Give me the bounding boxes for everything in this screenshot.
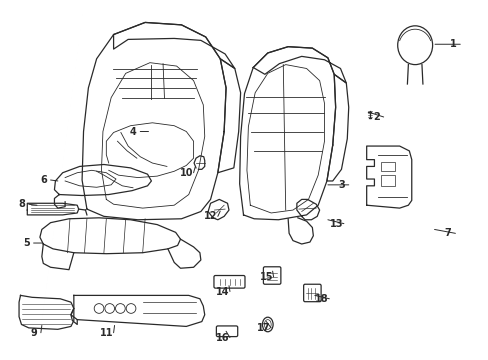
Text: 11: 11 (100, 328, 113, 338)
Bar (381, 175, 394, 186)
Text: 13: 13 (329, 219, 343, 229)
Text: 15: 15 (259, 272, 272, 282)
Ellipse shape (262, 317, 272, 332)
Text: 16: 16 (216, 333, 229, 343)
Text: 4: 4 (129, 126, 136, 136)
Text: 6: 6 (40, 175, 46, 185)
FancyBboxPatch shape (263, 267, 280, 284)
Text: 8: 8 (18, 199, 25, 209)
Text: 2: 2 (372, 112, 379, 122)
Bar (381, 162, 394, 171)
Ellipse shape (397, 26, 432, 64)
Circle shape (94, 303, 103, 313)
Text: 9: 9 (30, 328, 37, 338)
FancyBboxPatch shape (303, 284, 321, 302)
Text: 5: 5 (23, 238, 30, 248)
Circle shape (104, 303, 114, 313)
Text: 7: 7 (444, 228, 450, 238)
Circle shape (115, 303, 125, 313)
Circle shape (126, 303, 136, 313)
Text: 10: 10 (179, 168, 193, 178)
Text: 1: 1 (448, 39, 455, 49)
Text: 12: 12 (203, 211, 217, 221)
FancyBboxPatch shape (214, 275, 244, 288)
Text: 3: 3 (337, 180, 344, 190)
Text: 18: 18 (315, 294, 328, 304)
FancyBboxPatch shape (216, 326, 237, 337)
Ellipse shape (264, 320, 271, 329)
Text: 14: 14 (216, 287, 229, 297)
Text: 17: 17 (257, 323, 270, 333)
